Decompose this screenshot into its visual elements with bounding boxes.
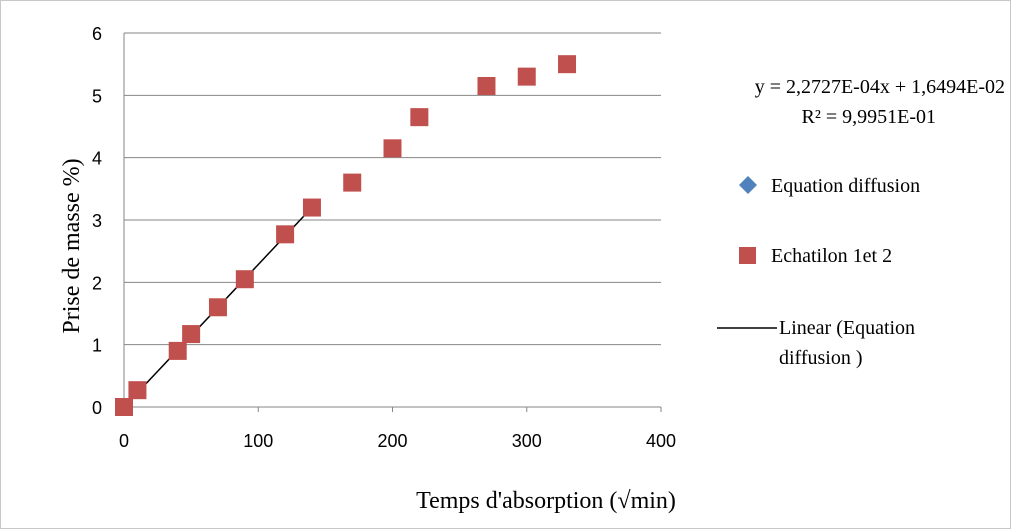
data-point-series1-2 bbox=[168, 341, 187, 360]
data-point-series1-8 bbox=[343, 173, 362, 192]
y-tick-label-3: 3 bbox=[92, 211, 102, 231]
data-point-series1-13 bbox=[558, 55, 577, 74]
x-tick-label-100: 100 bbox=[243, 431, 273, 451]
x-tick-label-200: 200 bbox=[377, 431, 407, 451]
data-points bbox=[115, 55, 577, 416]
legend: Equation diffusion Echatilon 1et 2 Linea… bbox=[717, 175, 920, 369]
data-point-series1-10 bbox=[410, 108, 429, 127]
data-point-series1-5 bbox=[235, 270, 254, 289]
y-tick-label-4: 4 bbox=[92, 149, 102, 169]
x-tick-label-400: 400 bbox=[646, 431, 676, 451]
data-point-series1-6 bbox=[276, 225, 295, 244]
x-tick-label-300: 300 bbox=[512, 431, 542, 451]
data-point-series1-4 bbox=[208, 298, 227, 317]
x-tick-label-0: 0 bbox=[119, 431, 129, 451]
legend-marker-equation-diffusion bbox=[739, 176, 757, 194]
y-tick-labels: 0 1 2 3 4 5 6 bbox=[92, 24, 102, 418]
x-tick-labels: 0 100 200 300 400 bbox=[119, 431, 676, 451]
y-tick-label-1: 1 bbox=[92, 336, 102, 356]
data-point-series1-9 bbox=[383, 139, 402, 158]
data-point-series1-7 bbox=[302, 198, 321, 217]
y-tick-label-0: 0 bbox=[92, 398, 102, 418]
y-tick-label-6: 6 bbox=[92, 24, 102, 44]
gridlines bbox=[124, 32, 661, 346]
legend-label-equation-diffusion: Equation diffusion bbox=[771, 175, 920, 197]
x-axis-title: Temps d'absorption (√min) bbox=[416, 488, 676, 514]
data-point-series1-12 bbox=[517, 67, 536, 86]
legend-label-linear-line1: Linear (Equation bbox=[779, 317, 915, 339]
data-point-series1-1 bbox=[128, 381, 147, 400]
y-axis-title: Prise de masse %) bbox=[59, 158, 85, 333]
legend-label-linear-line2: diffusion ) bbox=[779, 347, 863, 369]
y-tick-label-5: 5 bbox=[92, 86, 102, 106]
data-point-series1-11 bbox=[477, 76, 496, 95]
data-point-series1-0 bbox=[115, 398, 133, 416]
y-tick-label-2: 2 bbox=[92, 273, 102, 293]
legend-marker-echatilon bbox=[739, 247, 756, 264]
trendline-r-squared: R² = 9,9951E-01 bbox=[802, 106, 937, 128]
legend-label-echatilon: Echatilon 1et 2 bbox=[771, 245, 892, 267]
data-point-series1-3 bbox=[182, 325, 201, 344]
trendline-equation: y = 2,2727E-04x + 1,6494E-02 bbox=[755, 76, 1005, 98]
axes bbox=[123, 33, 662, 412]
